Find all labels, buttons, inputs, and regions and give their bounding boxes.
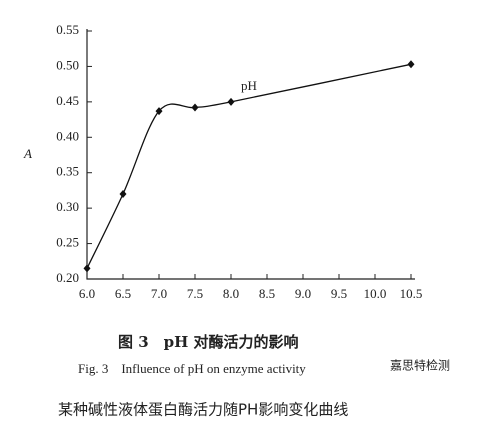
x-tick-label: 9.0 — [295, 286, 311, 301]
caption-en: Fig. 3 Influence of pH on enzyme activit… — [78, 361, 306, 376]
marker — [119, 189, 127, 198]
y-tick-label: 0.50 — [56, 57, 79, 72]
y-axis-label: A — [23, 146, 32, 161]
y-tick-label: 0.30 — [56, 199, 79, 214]
x-tick-label: 7.5 — [187, 286, 203, 301]
caption-cn: 图 3 pH 对酶活力的影响 — [118, 333, 299, 351]
line — [86, 63, 412, 269]
y-tick-label: 0.40 — [56, 128, 79, 143]
axes — [86, 29, 415, 280]
y-tick-label: 0.35 — [56, 164, 79, 179]
y-tick-label: 0.45 — [56, 93, 79, 108]
y-tick-label: 0.20 — [56, 270, 79, 285]
x-axis-label: pH — [241, 78, 257, 93]
x-tick-label: 8.5 — [259, 286, 275, 301]
marker — [407, 60, 415, 69]
x-tick-label: 6.5 — [115, 286, 131, 301]
watermark: 嘉思特检测 — [390, 358, 450, 373]
description: 某种碱性液体蛋白酶活力随PH影响变化曲线 — [58, 401, 348, 419]
y-tick-label: 0.55 — [56, 22, 79, 37]
x-tick-label: 10.0 — [364, 286, 387, 301]
x-tick-label: 10.5 — [400, 286, 423, 301]
x-tick-label: 7.0 — [151, 286, 167, 301]
marker — [227, 97, 235, 106]
marker — [155, 107, 163, 116]
x-tick-label: 6.0 — [79, 286, 95, 301]
y-tick-label: 0.25 — [56, 235, 79, 250]
x-tick-label: 8.0 — [223, 286, 239, 301]
marker — [191, 103, 199, 112]
marker — [83, 264, 91, 273]
x-tick-label: 9.5 — [331, 286, 347, 301]
